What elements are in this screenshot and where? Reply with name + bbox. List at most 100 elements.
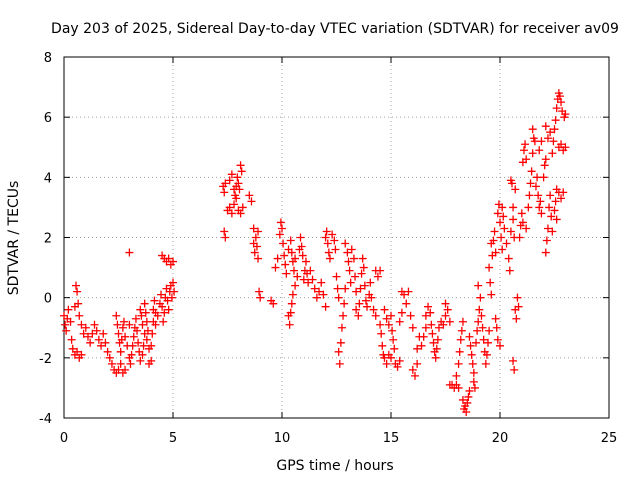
data-point: [141, 308, 150, 317]
data-point: [129, 332, 138, 341]
data-point: [221, 179, 230, 188]
data-point: [408, 365, 417, 374]
data-point: [335, 359, 344, 368]
data-point: [77, 320, 86, 329]
data-point: [125, 320, 134, 329]
data-point: [225, 203, 234, 212]
data-point: [470, 383, 479, 392]
data-point: [528, 125, 537, 134]
x-tick-label: 10: [274, 431, 291, 446]
data-point: [105, 353, 114, 362]
data-point: [299, 275, 308, 284]
data-point: [557, 194, 566, 203]
data-point: [487, 290, 496, 299]
data-point: [150, 296, 159, 305]
data-point: [103, 347, 112, 356]
data-point: [81, 323, 90, 332]
data-point: [336, 338, 345, 347]
data-point: [134, 338, 143, 347]
data-point: [282, 269, 291, 278]
y-tick-label: -2: [39, 352, 52, 367]
data-point: [142, 335, 151, 344]
data-point: [250, 248, 259, 257]
data-point: [431, 353, 440, 362]
data-point: [499, 212, 508, 221]
data-point: [359, 263, 368, 272]
data-point: [127, 350, 136, 359]
data-point: [324, 248, 333, 257]
data-point: [247, 197, 256, 206]
data-point: [482, 350, 491, 359]
data-point: [559, 188, 568, 197]
data-point: [254, 227, 263, 236]
data-point: [424, 302, 433, 311]
data-point: [458, 317, 467, 326]
data-point: [550, 206, 559, 215]
data-point: [462, 407, 471, 416]
data-point: [361, 296, 370, 305]
data-point: [527, 167, 536, 176]
data-point: [296, 233, 305, 242]
data-point: [62, 326, 71, 335]
data-point: [406, 311, 415, 320]
data-point: [550, 125, 559, 134]
data-point: [387, 311, 395, 320]
y-tick-label: 4: [44, 171, 52, 186]
data-point: [465, 332, 474, 341]
data-point: [220, 188, 229, 197]
data-point: [157, 290, 166, 299]
data-point: [325, 254, 334, 263]
data-point: [426, 308, 435, 317]
data-point: [366, 278, 375, 287]
data-point: [360, 281, 369, 290]
data-point: [517, 209, 526, 218]
data-point: [333, 284, 342, 293]
data-point: [410, 371, 419, 380]
data-point: [534, 191, 543, 200]
data-point: [456, 335, 465, 344]
data-point: [427, 320, 436, 329]
data-point: [288, 290, 297, 299]
data-point: [337, 323, 346, 332]
data-point: [535, 146, 544, 155]
x-tick-label: 0: [60, 431, 68, 446]
data-point: [441, 299, 450, 308]
data-point: [441, 311, 450, 320]
data-point: [557, 140, 566, 149]
data-point: [537, 137, 546, 146]
y-tick-label: 6: [44, 111, 52, 126]
data-point: [323, 239, 332, 248]
data-point: [137, 311, 146, 320]
data-point: [97, 341, 106, 350]
data-point: [382, 314, 391, 323]
data-point: [540, 161, 549, 170]
data-point: [419, 332, 428, 341]
data-point: [473, 326, 482, 335]
data-point: [537, 209, 546, 218]
data-series: [60, 89, 570, 416]
data-point: [543, 134, 552, 143]
data-point: [500, 224, 509, 233]
data-point: [143, 326, 152, 335]
data-point: [433, 335, 442, 344]
data-point: [509, 203, 518, 212]
data-point: [371, 311, 380, 320]
data-point: [99, 329, 108, 338]
data-point: [522, 155, 531, 164]
y-tick-label: 0: [44, 292, 52, 307]
data-point: [356, 284, 365, 293]
data-point: [90, 320, 99, 329]
data-point: [413, 344, 422, 353]
data-point: [489, 236, 498, 245]
data-point: [254, 254, 263, 263]
data-point: [286, 236, 295, 245]
data-point: [531, 182, 540, 191]
data-point: [310, 284, 319, 293]
data-point: [220, 227, 229, 236]
data-point: [138, 350, 147, 359]
data-point: [227, 209, 236, 218]
data-point: [351, 272, 360, 281]
data-point: [352, 305, 361, 314]
data-point: [493, 335, 502, 344]
